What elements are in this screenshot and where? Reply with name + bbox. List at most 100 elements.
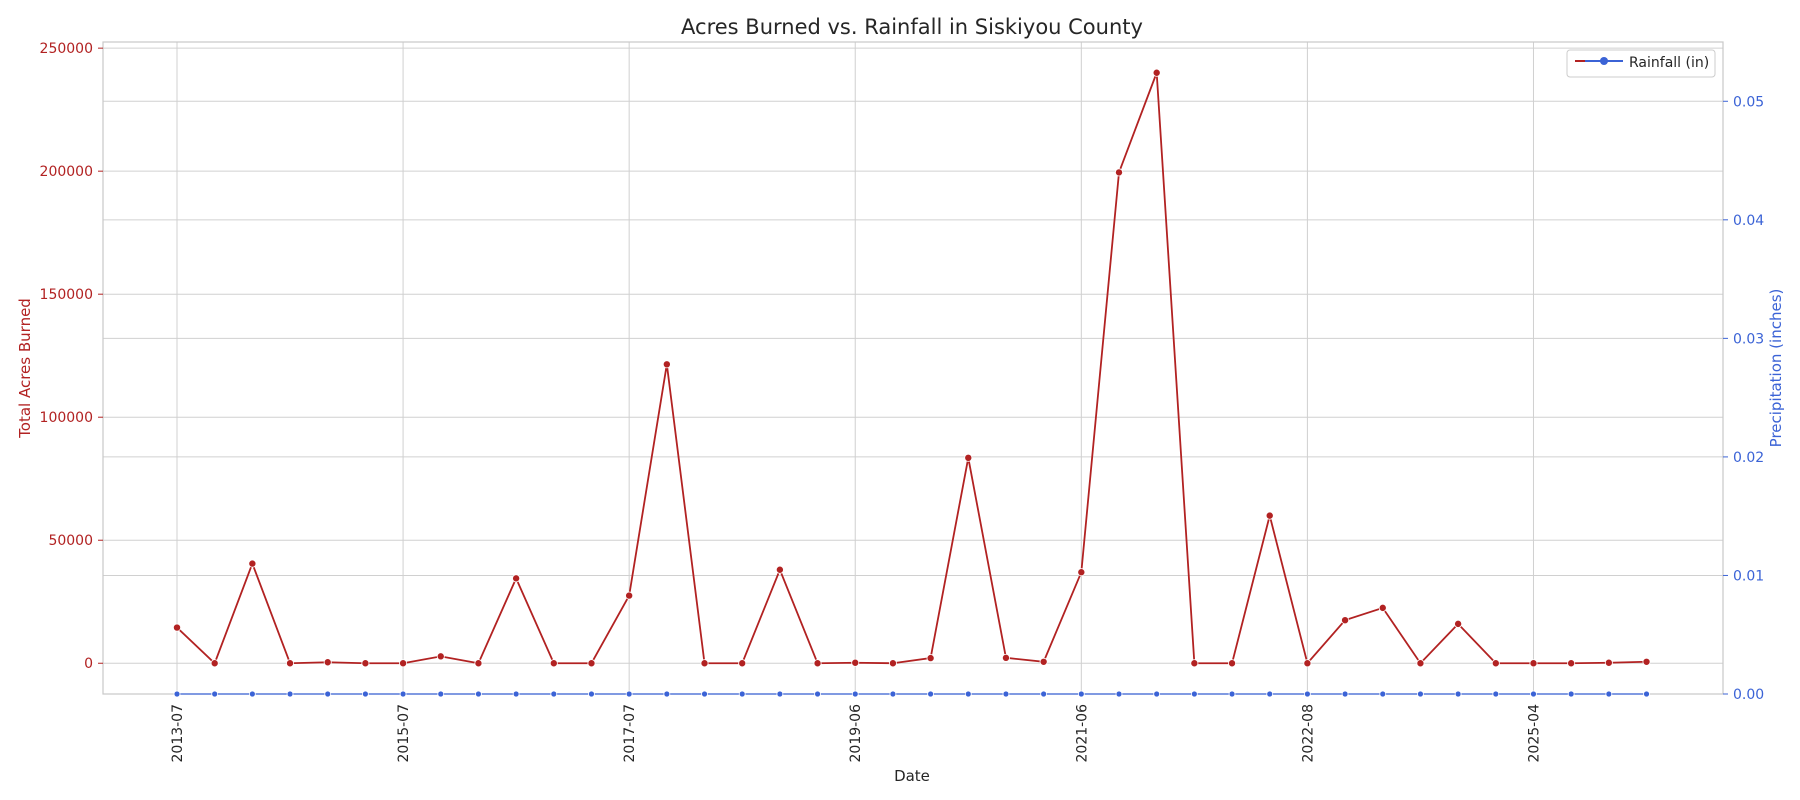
rain-point [248,690,256,698]
rain-point [663,690,671,698]
right-tick-label: 0.04 [1733,213,1764,229]
acres-point [512,574,521,583]
rain-point [1153,690,1161,698]
rain-point [776,690,784,698]
left-tick-label: 150000 [40,287,93,303]
acres-point [436,652,445,661]
left-tick-label: 250000 [40,41,93,57]
rain-point [1417,690,1424,698]
acres-point [1491,659,1500,668]
chart-title: Acres Burned vs. Rainfall in Siskiyou Co… [681,15,1143,39]
rain-point [512,690,520,698]
acres-point [1115,168,1124,177]
right-tick-label: 0.01 [1733,568,1764,584]
grid [103,42,1723,695]
right-tick-label: 0.03 [1733,331,1764,347]
acres-point [964,453,973,462]
rain-point [399,690,407,698]
acres-point [1642,657,1651,666]
rain-point [851,690,859,698]
acres-point [1341,616,1350,625]
acres-point [625,591,634,600]
acres-point [888,659,897,668]
acres-point [1190,659,1199,668]
acres-point [813,659,822,668]
x-tick-label: 2022-08 [1300,704,1316,763]
acres-point [1303,659,1312,668]
rain-point [361,690,369,698]
rain-point [814,690,821,698]
acres-point [851,658,860,667]
acres-point [662,360,671,369]
acres-point [700,659,709,668]
rain-point [1530,690,1537,698]
rain-point [1040,690,1048,698]
legend: Rainfall (in) [1566,49,1716,78]
plot-frame [102,41,1724,695]
left-tick-label: 0 [84,656,93,672]
acres-point [549,659,558,668]
acres-point [775,565,784,574]
legend-rain-label: Rainfall (in) [1629,55,1709,71]
left-tick-label: 200000 [40,164,93,180]
rain-point [173,690,181,698]
right-y-axis-label: Precipitation (inches) [1767,289,1785,448]
rain-point [550,690,558,698]
acres-series-line [176,72,1647,666]
rain-point [1304,690,1311,698]
legend-box [1566,49,1716,78]
right-tick-label: 0.05 [1733,94,1764,110]
acres-point [1228,659,1237,668]
acres-point [1001,653,1010,662]
acres-point [1265,511,1274,520]
acres-point [1604,658,1613,667]
left-tick-label: 50000 [48,533,93,549]
rain-point [1492,690,1500,698]
acres-point [738,659,747,668]
rain-point [1077,690,1085,698]
acres-point [1454,619,1463,628]
rain-point [1228,690,1236,698]
acres-point [399,659,408,668]
rain-point [437,690,445,698]
acres-point [1378,603,1387,612]
x-tick-label: 2015-07 [396,704,412,763]
acres-point [474,659,483,668]
acres-point [248,559,257,568]
x-tick-label: 2013-07 [170,704,186,763]
legend-rain-marker [1600,57,1608,65]
left-y-axis-label: Total Acres Burned [16,298,34,439]
x-tick-label: 2017-07 [622,704,638,763]
rain-point [211,690,219,698]
rain-point [1379,690,1387,698]
rain-point [1454,690,1462,698]
left-y-axis: 0 50000 100000 150000 200000 250000 [40,41,103,672]
rain-point [324,690,332,698]
rain-point [1341,690,1349,698]
rain-point [1266,690,1274,698]
rain-point [927,690,934,698]
acres-point [1529,659,1538,668]
rain-point [1115,690,1123,698]
rain-point [889,690,897,698]
x-tick-label: 2025-04 [1526,704,1542,763]
acres-point [926,654,935,663]
rain-point [701,690,708,698]
rain-point [1605,690,1613,698]
acres-point [1077,568,1086,577]
rain-point [588,690,595,698]
rain-point [1567,690,1575,698]
right-y-axis: 0.00 0.01 0.02 0.03 0.04 0.05 [1723,94,1764,703]
acres-point [1416,659,1425,668]
x-tick-label: 2019-06 [848,704,864,763]
acres-point [323,658,332,667]
series-layer [172,68,1651,698]
acres-point [286,659,295,668]
acres-point [1567,659,1576,668]
acres-point [1152,68,1161,77]
x-axis-label: Date [894,767,930,785]
x-axis: 2013-07 2015-07 2017-07 2019-06 2021-06 2022-… [170,704,1542,763]
rain-point [1643,690,1650,698]
rain-point [625,690,633,698]
